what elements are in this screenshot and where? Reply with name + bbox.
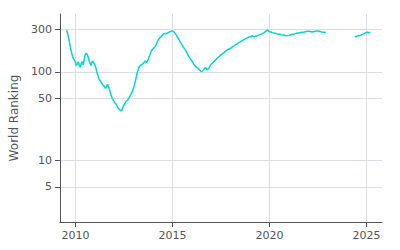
svg-text:50: 50 bbox=[38, 92, 52, 105]
svg-text:300: 300 bbox=[31, 23, 52, 36]
svg-text:2015: 2015 bbox=[158, 229, 186, 242]
svg-text:10: 10 bbox=[38, 154, 52, 167]
svg-text:5: 5 bbox=[45, 180, 52, 193]
svg-text:2020: 2020 bbox=[255, 229, 283, 242]
svg-text:2025: 2025 bbox=[352, 229, 380, 242]
svg-text:World Ranking: World Ranking bbox=[7, 75, 21, 162]
svg-text:100: 100 bbox=[31, 65, 52, 78]
svg-text:2010: 2010 bbox=[61, 229, 89, 242]
